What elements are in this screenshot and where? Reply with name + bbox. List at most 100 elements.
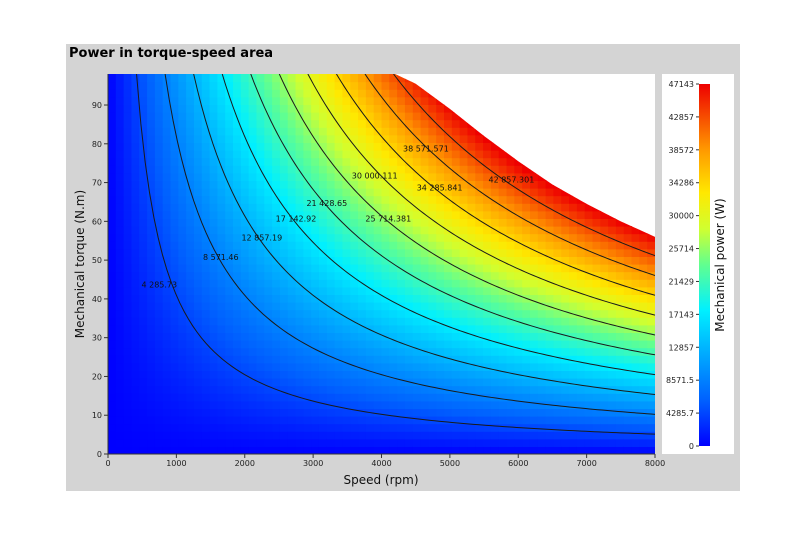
heat-cell [139,370,148,379]
heat-cell [326,150,336,159]
heat-cell [147,180,156,189]
heat-cell [436,317,445,326]
heat-cell [498,180,508,189]
heat-cell [334,248,344,257]
heat-cell [420,89,429,98]
heat-cell [303,309,312,318]
heat-cell [233,362,242,371]
heat-cell [537,309,547,318]
heat-cell [264,233,273,242]
heat-cell [483,340,492,349]
heat-cell [412,431,422,440]
heat-cell [334,324,344,333]
heat-cell [186,286,195,295]
heat-cell [334,172,344,181]
heat-cell [272,195,281,204]
heat-cell [475,172,484,181]
heat-cell [647,317,655,326]
heat-cell [201,385,211,394]
heat-cell [123,355,133,364]
heat-cell [451,180,461,189]
heat-cell [279,248,289,257]
heat-cell [506,347,515,356]
heat-cell [397,96,406,105]
heat-cell [647,378,655,387]
heat-cell [303,195,312,204]
heat-cell [475,423,484,432]
heat-cell [490,362,500,371]
heat-cell [178,134,187,143]
heat-cell [147,188,156,197]
heat-cell [389,241,398,250]
heat-cell [233,294,242,303]
heat-cell [342,370,351,379]
heat-cell [147,302,156,311]
heat-cell [279,378,289,387]
heat-cell [272,96,281,105]
heat-cell [170,165,179,174]
heat-cell [256,241,265,250]
heat-cell [436,332,445,341]
heat-cell [350,279,359,288]
heat-cell [334,370,344,379]
heat-cell [178,210,187,219]
heat-cell [615,241,625,250]
heat-cell [608,226,617,235]
heat-cell [483,324,492,333]
heat-cell [522,446,531,454]
heat-cell [561,423,570,432]
heat-cell [318,157,328,166]
heat-cell [108,96,117,105]
heat-cell [631,309,640,318]
heat-cell [483,188,492,197]
heat-cell [358,150,367,159]
heat-cell [131,264,140,273]
heat-cell [615,385,625,394]
heat-cell [342,347,351,356]
heat-cell [303,431,312,440]
heat-cell [553,347,562,356]
heat-cell [522,226,531,235]
heat-cell [248,195,258,204]
heat-cell [467,233,476,242]
heat-cell [209,317,218,326]
heat-cell [561,400,570,409]
heat-cell [529,309,539,318]
heat-cell [209,355,218,364]
heat-cell [459,180,469,189]
heat-cell [373,172,383,181]
heat-cell [444,431,453,440]
heat-cell [365,302,375,311]
heat-cell [311,165,320,174]
heat-cell [248,210,258,219]
heat-cell [201,279,211,288]
heat-cell [553,317,562,326]
heat-cell [131,165,140,174]
heat-cell [178,431,187,440]
heat-cell [115,195,125,204]
heat-cell [311,180,320,189]
heat-cell [279,408,289,417]
heat-cell [545,256,555,265]
heat-cell [608,271,617,280]
heat-cell [209,370,218,379]
heat-cell [483,256,492,265]
heat-cell [420,241,429,250]
heat-cell [490,195,500,204]
heat-cell [170,370,179,379]
heat-cell [318,324,328,333]
heat-cell [537,286,547,295]
heat-cell [279,226,289,235]
heat-cell [311,340,320,349]
heat-cell [365,188,375,197]
heat-cell [459,203,469,212]
heat-cell [326,134,336,143]
heat-cell [467,165,476,174]
heat-cell [647,408,655,417]
heat-cell [436,340,445,349]
heat-cell [162,332,172,341]
heat-cell [639,423,648,432]
heat-cell [279,112,289,121]
heat-cell [256,309,265,318]
heat-cell [256,89,265,98]
